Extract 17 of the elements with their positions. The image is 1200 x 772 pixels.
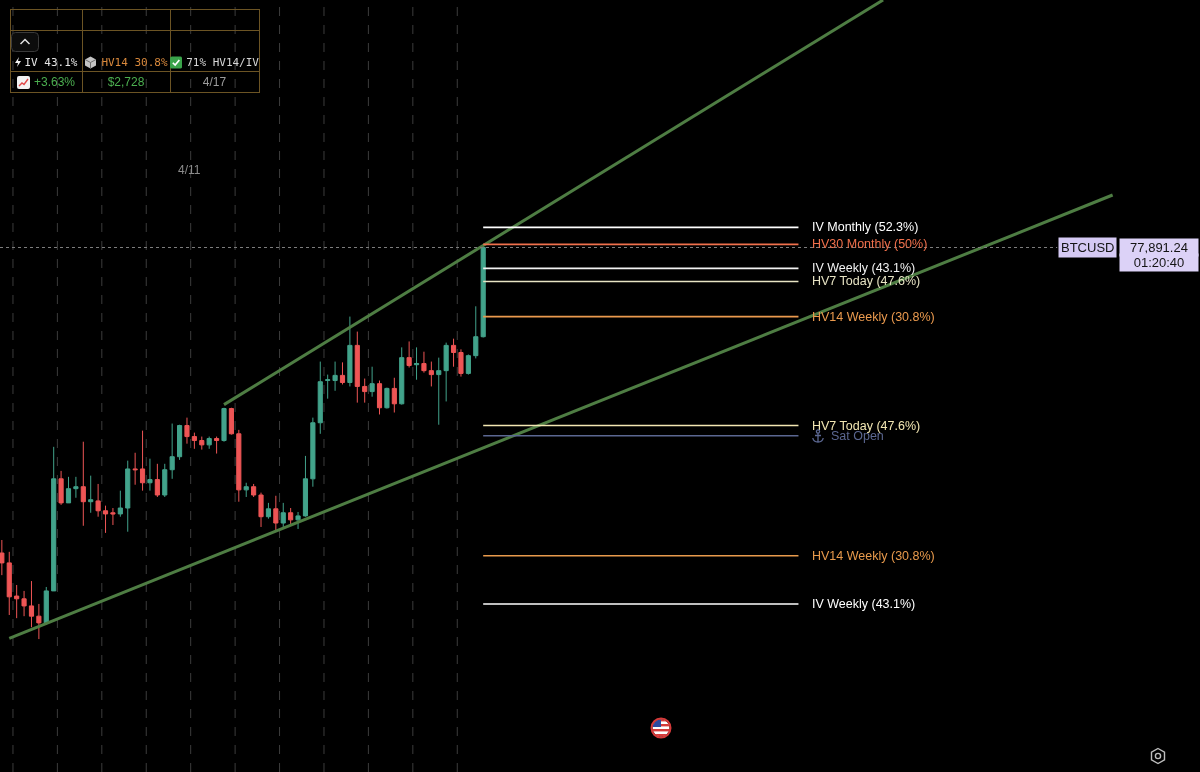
annotation: 01:20:40	[1133, 255, 1185, 270]
text: IV 43.1%	[24, 55, 78, 69]
text: 4/17	[202, 75, 227, 89]
text: 4/11	[178, 163, 201, 177]
annotation: 77,891.24	[1130, 240, 1188, 255]
ref-line-label: BTCUSD	[1061, 240, 1115, 255]
ref-line-label: HV14 Weekly (30.8%)	[812, 310, 935, 324]
ref-line-label: IV Weekly (43.1%)	[812, 597, 916, 611]
text: $2,728	[107, 75, 145, 89]
ref-line-label: HV30 Monthly (50%)	[812, 237, 928, 251]
text: HV14 30.8%	[101, 55, 168, 69]
ref-line-label: HV14 Weekly (30.8%)	[812, 549, 935, 563]
text: +3.63%	[33, 75, 76, 89]
ref-line-label: HV7 Today (47.6%)	[812, 274, 921, 288]
ref-line-label: IV Monthly (52.3%)	[812, 220, 919, 234]
ref-line-label: IV Weekly (43.1%)	[812, 261, 916, 275]
text: 71% HV14/IV	[186, 55, 259, 69]
